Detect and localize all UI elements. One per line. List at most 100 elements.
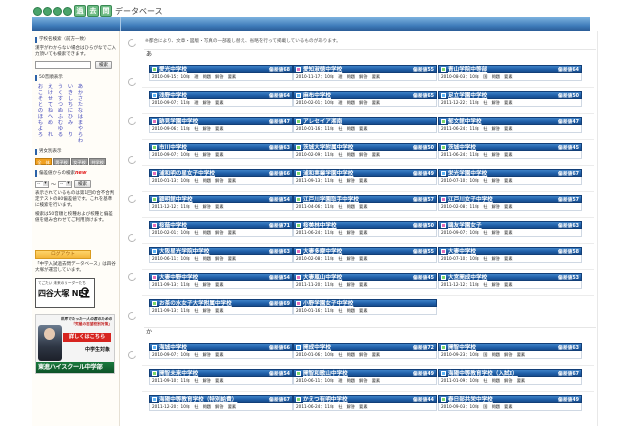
school-name-link[interactable]: 海陽中等教育学校（特別給費） <box>159 397 238 403</box>
school-search-button[interactable]: 検索 <box>95 61 112 69</box>
kana-link[interactable]: ら <box>77 132 84 138</box>
school-name-link[interactable]: 郁文館中学校 <box>448 119 482 125</box>
school-name-link[interactable]: 江戸川学園取手中学校 <box>303 197 359 203</box>
school-name-link[interactable]: 麻布中学校 <box>303 93 331 99</box>
kana-link[interactable]: く <box>57 90 64 96</box>
kana-link[interactable]: の <box>37 108 44 114</box>
school-meta: 2011-12-12：11年 社 解答 要素 <box>149 203 293 211</box>
kana-link[interactable]: め <box>47 120 54 126</box>
score-from-select[interactable]: -- <box>35 180 49 188</box>
kana-link[interactable]: り <box>67 132 74 138</box>
binder-ring-icon <box>126 271 138 283</box>
binder-ring-icon <box>126 115 138 127</box>
kana-link[interactable]: み <box>67 120 74 126</box>
school-search-input[interactable] <box>35 61 91 69</box>
kana-link[interactable]: お <box>37 84 44 90</box>
kana-link[interactable]: え <box>47 84 54 90</box>
kana-link[interactable]: も <box>37 120 44 126</box>
kana-link[interactable]: ゆ <box>57 126 64 132</box>
kana-link[interactable]: ぬ <box>57 108 64 114</box>
kana-link[interactable]: や <box>77 126 84 132</box>
kana-link[interactable]: る <box>57 132 64 138</box>
kana-link[interactable]: わ <box>77 138 84 144</box>
kana-link[interactable]: て <box>47 102 54 108</box>
kana-link[interactable]: け <box>47 90 54 96</box>
school-name-link[interactable]: 開智和歌山中学校 <box>303 371 348 377</box>
gender-filter-button[interactable]: 女子校 <box>71 158 88 165</box>
kana-link[interactable]: ひ <box>67 114 74 120</box>
kana-link[interactable]: れ <box>47 132 54 138</box>
kana-link[interactable]: ま <box>77 120 84 126</box>
school-name-link[interactable]: 鴎友学園女子 <box>448 223 482 229</box>
gender-filter-button[interactable]: 全 体 <box>35 158 52 165</box>
kana-link[interactable]: よ <box>37 126 44 132</box>
yotsuya-otsuka-banner[interactable]: てごたい 未来のリーダーたち 四谷大塚 NET <box>35 278 95 308</box>
school-name-link[interactable]: 足立学園中学校 <box>448 93 488 99</box>
kana-link[interactable]: そ <box>37 96 44 102</box>
school-name-link[interactable]: 浦和明の星女子中学校 <box>159 171 215 177</box>
school-name-link[interactable]: 大妻中学校 <box>448 249 476 255</box>
kana-link[interactable]: と <box>37 102 44 108</box>
school-name-link[interactable]: 浦和実業学園中学校 <box>303 171 354 177</box>
score-to-select[interactable]: -- <box>58 180 73 188</box>
school-name-link[interactable]: 愛知淑徳中学校 <box>303 67 343 73</box>
school-name-link[interactable]: 大宮開成中学校 <box>448 275 488 281</box>
kana-link[interactable]: さ <box>77 96 84 102</box>
school-name-link[interactable]: かえつ有明中学校 <box>303 397 348 403</box>
kana-link[interactable]: ね <box>47 108 54 114</box>
school-name-link[interactable]: 桜美林中学校 <box>303 223 337 229</box>
school-name-link[interactable]: 海陽中等教育学校（入試Ⅰ） <box>448 371 518 377</box>
kana-link[interactable]: に <box>67 108 74 114</box>
logout-button[interactable]: ログアウト <box>35 250 91 259</box>
school-name-link[interactable]: 愛光中学校 <box>159 67 187 73</box>
school-name-link[interactable]: お茶の水女子大学附属中学校 <box>159 301 232 307</box>
kana-link[interactable]: た <box>77 102 84 108</box>
school-name-link[interactable]: 茨城中学校 <box>448 145 476 151</box>
kana-link[interactable]: つ <box>57 102 64 108</box>
site-logo[interactable]: 過去問 データベース <box>33 4 163 18</box>
school-name-link[interactable]: 大妻嵐山中学校 <box>303 275 343 281</box>
kana-link[interactable]: せ <box>47 96 54 102</box>
kana-link[interactable]: ふ <box>57 114 64 120</box>
gender-filter-button[interactable]: 男子校 <box>53 158 70 165</box>
kana-link[interactable]: あ <box>77 84 84 90</box>
school-name-link[interactable]: 小野学園女子中学校 <box>303 301 354 307</box>
kana-link[interactable]: ち <box>67 102 74 108</box>
school-name-link[interactable]: 穎明館中学校 <box>159 197 193 203</box>
school-name-link[interactable]: 春日部共栄中学校 <box>448 397 493 403</box>
kana-link[interactable]: ろ <box>37 132 44 138</box>
kana-link[interactable]: か <box>77 90 84 96</box>
school-name-link[interactable]: 開智中学校 <box>448 345 476 351</box>
kana-link[interactable]: う <box>57 84 64 90</box>
school-name-link[interactable]: 市川中学校 <box>159 145 187 151</box>
kana-link[interactable]: す <box>57 96 64 102</box>
school-name-link[interactable]: 開智未来中学校 <box>159 371 199 377</box>
gender-filter-button[interactable]: 共学校 <box>89 158 106 165</box>
school-card-header: 海城中学校 偏差値66 <box>149 343 293 351</box>
school-name-link[interactable]: 大妻中野中学校 <box>159 275 199 281</box>
school-name-link[interactable]: 海城中学校 <box>159 345 187 351</box>
school-name-link[interactable]: 青山学院中等部 <box>448 67 488 73</box>
kana-link[interactable]: し <box>67 96 74 102</box>
school-name-link[interactable]: 開成中学校 <box>303 345 331 351</box>
school-name-link[interactable]: アレセイア湘南 <box>303 119 343 125</box>
kana-link[interactable]: な <box>77 108 84 114</box>
kana-link[interactable]: き <box>67 90 74 96</box>
score-search-button[interactable]: 検索 <box>74 180 92 188</box>
kana-link[interactable]: い <box>67 84 74 90</box>
kana-link[interactable]: ほ <box>37 114 44 120</box>
school-name-link[interactable]: 浅野中学校 <box>159 93 187 99</box>
school-name-link[interactable]: 江戸川女子中学校 <box>448 197 493 203</box>
school-name-link[interactable]: 桜蔭中学校 <box>159 223 187 229</box>
kana-link[interactable]: こ <box>37 90 44 96</box>
school-name-link[interactable]: 茨城大学附属中学校 <box>303 145 354 151</box>
toshin-banner[interactable]: 世界でたった一人の君のための 「究極の志望校別対策」 詳しくはこちら 中学生対象… <box>35 314 115 374</box>
school-name-link[interactable]: 跡見学園中学校 <box>159 119 199 125</box>
school-name-link[interactable]: 栄光学園中学校 <box>448 171 488 177</box>
kana-link[interactable]: は <box>77 114 84 120</box>
kana-link[interactable]: む <box>57 120 64 126</box>
kana-link[interactable]: へ <box>47 114 54 120</box>
school-name-link[interactable]: 大妻多摩中学校 <box>303 249 343 255</box>
school-name-link[interactable]: 大阪星光学院中学校 <box>159 249 210 255</box>
